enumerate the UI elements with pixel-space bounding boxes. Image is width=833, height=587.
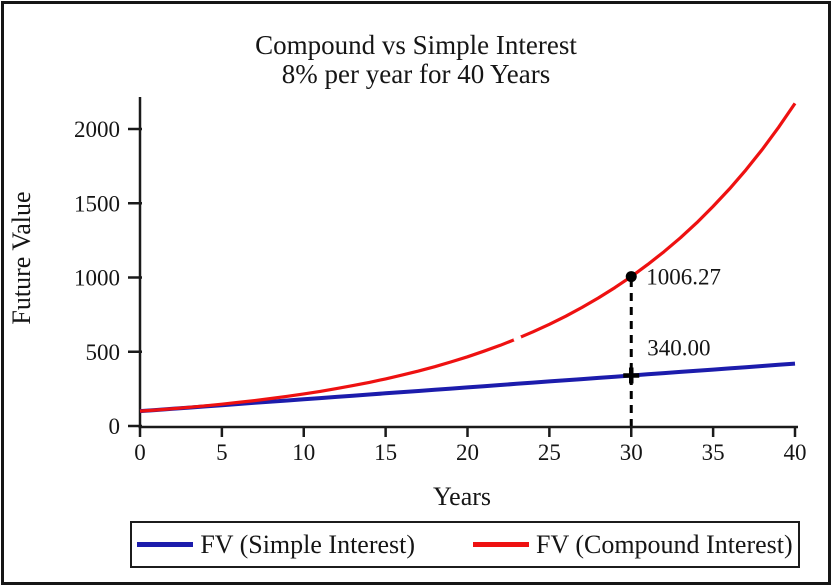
legend-item-compound: FV (Compound Interest) — [473, 529, 793, 559]
x-tick-label: 40 — [784, 440, 807, 465]
simple-point-marker — [623, 367, 640, 384]
x-tick-label: 30 — [620, 440, 643, 465]
compound-value-label: 1006.27 — [646, 265, 721, 290]
simple-value-label: 340.00 — [647, 336, 710, 361]
x-tick-label: 20 — [456, 440, 479, 465]
legend-box: FV (Simple Interest) FV (Compound Intere… — [130, 521, 800, 568]
y-tick-label: 500 — [86, 340, 121, 365]
legend-label-simple: FV (Simple Interest) — [200, 529, 416, 559]
compound-line-swatch — [473, 542, 530, 547]
y-tick-label: 1000 — [74, 266, 120, 291]
chart-title-line2: 8% per year for 40 Years — [281, 59, 551, 89]
y-axis-title: Future Value — [7, 191, 36, 324]
legend-item-simple: FV (Simple Interest) — [137, 529, 416, 559]
chart-plot-area: 0 5 10 15 20 25 30 35 40 0 500 1000 1500 2000 Years Fut… — [7, 97, 807, 511]
x-tick-label: 15 — [374, 440, 397, 465]
series-line-simple — [139, 361, 796, 414]
x-tick-label: 25 — [538, 440, 561, 465]
simple-line-swatch — [137, 542, 194, 547]
x-axis-title: Years — [433, 482, 491, 511]
chart-title: Compound vs Simple Interest 8% per year … — [255, 31, 577, 89]
compound-line-gap — [513, 334, 522, 343]
legend-label-compound: FV (Compound Interest) — [536, 529, 793, 559]
x-tick-label: 35 — [702, 440, 725, 465]
y-tick-label: 0 — [109, 414, 121, 439]
y-tick-label: 1500 — [74, 191, 120, 216]
series-line-compound — [139, 102, 797, 413]
chart-title-line1: Compound vs Simple Interest — [255, 30, 577, 60]
compound-point-marker — [625, 271, 637, 283]
x-tick-label: 5 — [216, 440, 228, 465]
x-tick-label: 0 — [134, 440, 146, 465]
y-tick-label: 2000 — [74, 117, 120, 142]
x-tick-label: 10 — [292, 440, 315, 465]
